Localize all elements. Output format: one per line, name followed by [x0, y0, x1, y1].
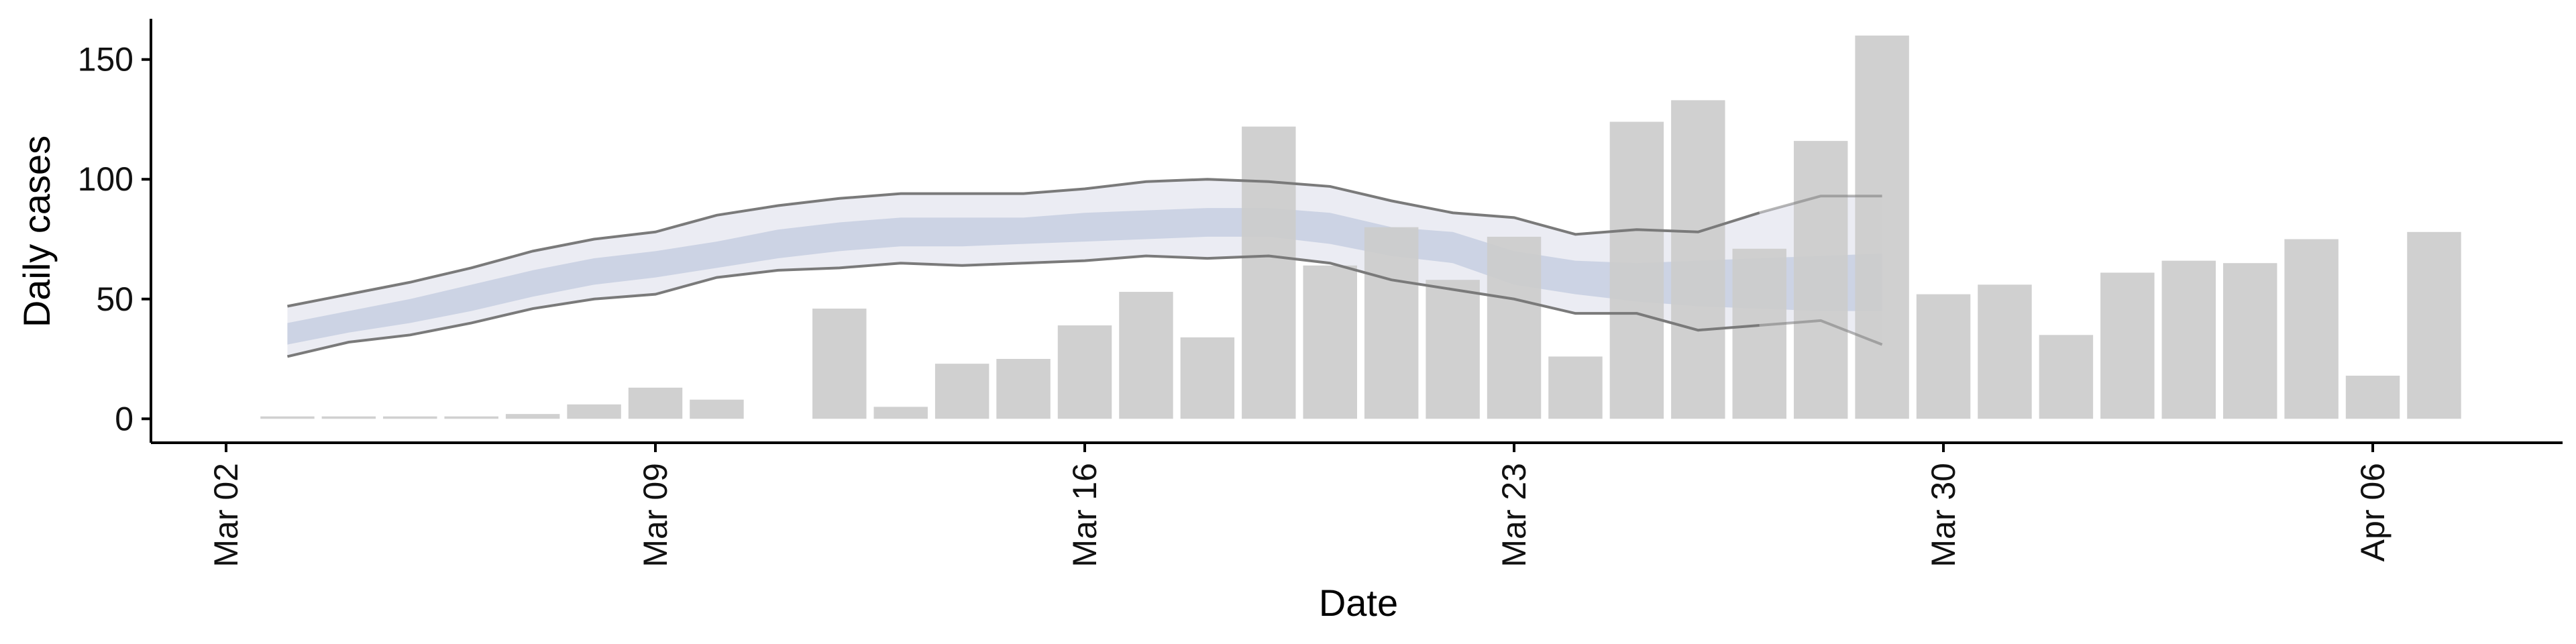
- bar: [1303, 265, 1357, 419]
- bar: [1609, 121, 1664, 419]
- bar: [1364, 227, 1419, 419]
- bar: [1671, 100, 1725, 419]
- lower-bound-line: [286, 254, 1760, 358]
- bar: [2222, 263, 2277, 419]
- bar: [2100, 272, 2155, 419]
- bar: [1426, 280, 1480, 419]
- bar: [1119, 292, 1173, 419]
- bar: [2345, 376, 2400, 419]
- bar: [2284, 239, 2339, 419]
- bar: [690, 399, 744, 419]
- bar: [1978, 284, 2032, 419]
- bar: [1855, 35, 1909, 419]
- bar: [1487, 236, 1542, 419]
- bar: [934, 364, 989, 419]
- bar: [1916, 294, 1971, 419]
- upper-bound-line: [287, 178, 1760, 308]
- x-axis-title: Date: [1319, 582, 1398, 624]
- y-tick-label: 150: [78, 41, 133, 78]
- x-tick-label: Mar 02: [207, 463, 245, 568]
- bar: [2039, 335, 2094, 419]
- bar: [567, 404, 621, 419]
- x-tick-label: Mar 09: [637, 463, 674, 568]
- y-tick-label: 100: [78, 160, 133, 198]
- axes: 0 50 100 150 Mar 02 Mar 09 Mar 16 Mar 23 Mar 30 A…: [78, 19, 2563, 568]
- upper-bound-line-projected: [1759, 195, 1882, 215]
- x-tick-label: Mar 23: [1495, 463, 1533, 568]
- bar: [1548, 356, 1603, 419]
- bar: [996, 359, 1051, 419]
- estimate-lines: [286, 178, 1883, 358]
- bar: [505, 414, 560, 419]
- bar: [321, 416, 376, 419]
- bar: [2407, 231, 2461, 419]
- bar: [628, 387, 683, 419]
- bar: [1732, 248, 1786, 419]
- bar: [383, 416, 437, 419]
- y-tick-label: 0: [115, 400, 133, 437]
- bar: [812, 309, 867, 419]
- bar: [2161, 260, 2216, 419]
- x-tick-label: Mar 30: [1925, 463, 1962, 568]
- x-tick-label: Mar 16: [1066, 463, 1104, 568]
- inner-band: [287, 208, 1882, 345]
- bar: [260, 416, 315, 419]
- bar: [1242, 126, 1296, 419]
- y-axis-title: Daily cases: [15, 136, 58, 327]
- bars-series: [260, 35, 2461, 419]
- bar: [444, 416, 498, 419]
- bar: [1057, 325, 1112, 419]
- bar: [1180, 337, 1235, 419]
- y-tick-label: 50: [96, 280, 133, 318]
- lower-bound-line-projected: [1759, 319, 1883, 346]
- bar: [1793, 141, 1848, 419]
- x-tick-label: Apr 06: [2354, 463, 2392, 561]
- bar: [873, 407, 928, 419]
